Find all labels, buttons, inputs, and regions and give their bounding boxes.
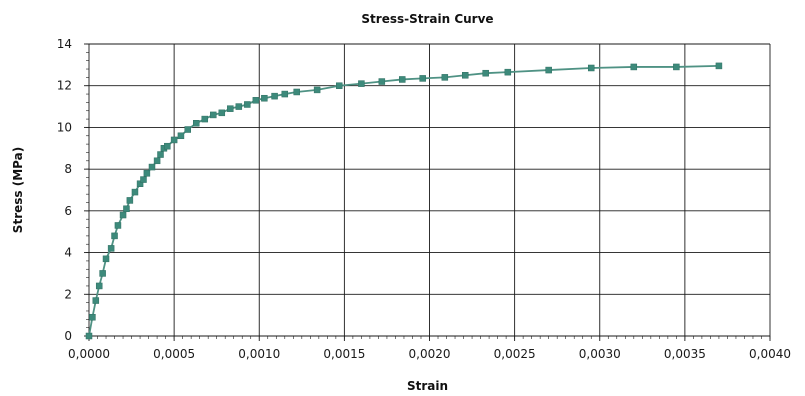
data-point (85, 332, 93, 340)
data-point (164, 142, 171, 150)
tick-labels: 0,0000 0,0005 0,0010 0,0015 0,0020 0,0025 0,00… (57, 37, 791, 361)
data-point (252, 97, 260, 104)
data-point (441, 74, 449, 81)
data-point (201, 115, 209, 123)
data-point (177, 132, 185, 140)
x-tick-label: 0,0020 (409, 347, 451, 361)
data-point (399, 76, 406, 83)
data-point (92, 297, 100, 304)
data-point (271, 92, 278, 100)
y-tick-label: 6 (64, 204, 72, 218)
x-tick-label: 0,0015 (323, 347, 365, 361)
data-point (378, 78, 386, 85)
data-point (148, 163, 156, 171)
y-tick-label: 0 (64, 329, 72, 343)
data-point (143, 170, 151, 177)
data-point (119, 211, 127, 219)
data-point (545, 66, 552, 74)
chart-title: Stress-Strain Curve (361, 12, 493, 26)
y-axis-title: Stress (MPa) (11, 147, 25, 233)
data-point (107, 245, 115, 252)
data-point (102, 255, 110, 263)
data-point (227, 105, 234, 112)
data-point (313, 86, 321, 94)
data-series (85, 62, 723, 340)
y-tick-label: 12 (57, 79, 72, 93)
y-tick-label: 4 (64, 246, 72, 260)
data-point (715, 62, 723, 70)
data-point (95, 282, 103, 290)
data-point (587, 64, 595, 72)
series-line (88, 65, 719, 337)
data-point (261, 94, 268, 102)
data-point (111, 232, 118, 240)
y-tick-label: 2 (64, 287, 72, 301)
data-point (153, 157, 161, 165)
minor-ticks (86, 43, 771, 339)
x-tick-label: 0,0030 (579, 347, 621, 361)
data-point (235, 103, 243, 110)
grid-lines (84, 43, 771, 341)
data-point (504, 68, 512, 76)
data-point (184, 126, 191, 133)
data-point (462, 72, 469, 79)
data-point (89, 313, 96, 321)
x-tick-label: 0,0040 (749, 347, 791, 361)
data-point (293, 88, 300, 96)
data-point (358, 80, 365, 87)
data-point (673, 63, 680, 71)
data-point (114, 222, 122, 229)
data-point (336, 82, 343, 89)
x-tick-label: 0,0000 (68, 347, 110, 361)
x-tick-label: 0,0035 (664, 347, 706, 361)
y-tick-label: 14 (57, 37, 72, 51)
data-point (244, 101, 251, 108)
data-point (210, 111, 217, 119)
data-point (123, 205, 130, 213)
data-point (99, 270, 106, 277)
data-point (157, 151, 164, 158)
x-tick-label: 0,0005 (153, 347, 195, 361)
data-point (131, 188, 139, 196)
data-point (482, 69, 489, 77)
data-point (193, 120, 200, 127)
y-tick-label: 10 (57, 120, 72, 134)
data-point (126, 197, 134, 204)
data-point (218, 109, 226, 117)
y-tick-label: 8 (64, 162, 72, 176)
x-axis-title: Strain (407, 379, 448, 393)
data-point (630, 63, 638, 71)
data-point (140, 176, 147, 183)
data-point (419, 75, 426, 82)
data-point (170, 136, 178, 144)
data-point (136, 180, 144, 187)
data-point (281, 90, 289, 98)
x-tick-label: 0,0010 (238, 347, 280, 361)
x-tick-label: 0,0025 (494, 347, 536, 361)
